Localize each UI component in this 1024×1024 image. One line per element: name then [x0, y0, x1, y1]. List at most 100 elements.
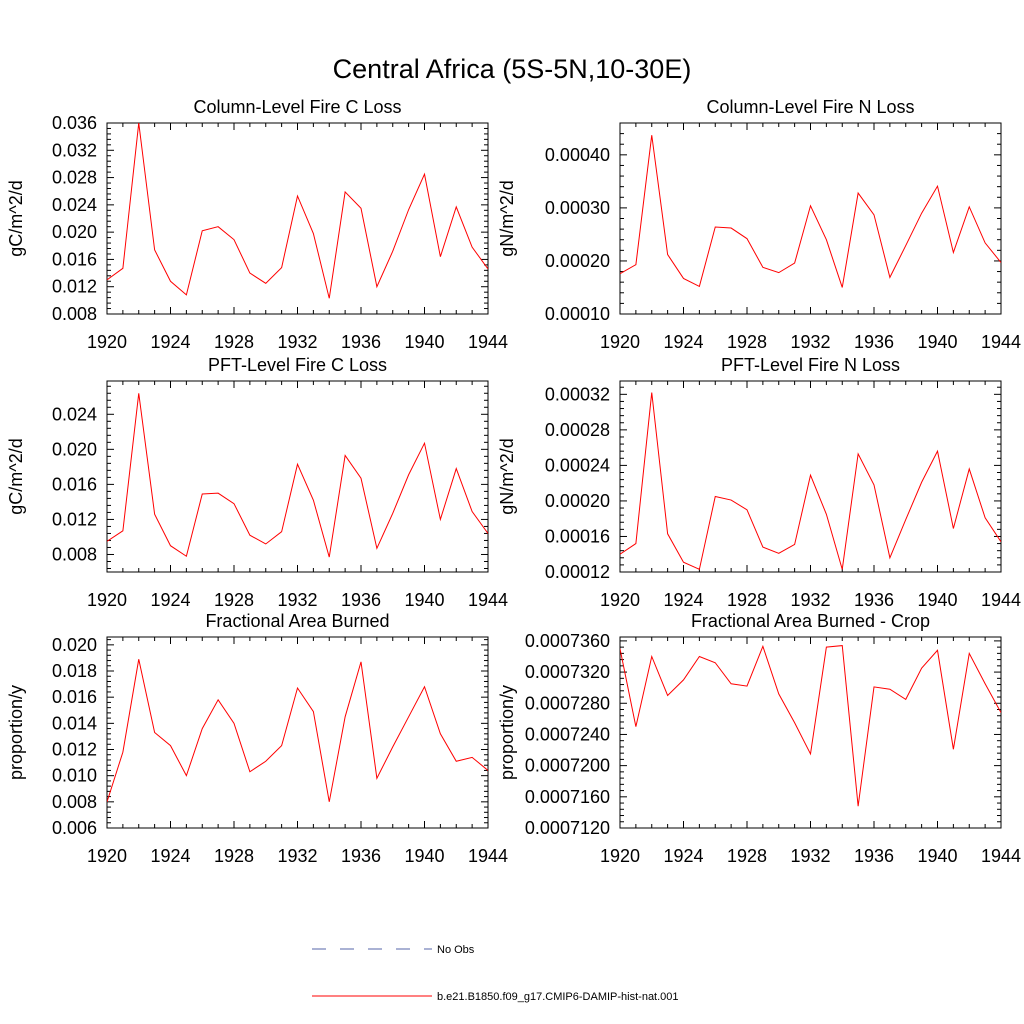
y-axis-label: gC/m^2/d: [6, 438, 26, 514]
y-tick-label: 0.014: [52, 713, 97, 733]
x-tick-label: 1932: [277, 590, 317, 610]
y-tick-label: 0.020: [52, 439, 97, 459]
y-tick-label: 0.020: [52, 222, 97, 242]
series-line: [620, 135, 1001, 288]
x-tick-label: 1924: [150, 590, 190, 610]
legend: No Obs b.e21.B1850.f09_g17.CMIP6-DAMIP-hi…: [312, 944, 679, 1003]
y-tick-label: 0.028: [52, 168, 97, 188]
x-tick-label: 1920: [87, 590, 127, 610]
chart-panel: 1920 1924 1928 1932 1936 1940 1944 0.00010 0.000…: [497, 97, 1021, 352]
y-tick-label: 0.00028: [545, 420, 610, 440]
plot-frame: [619, 122, 1002, 315]
x-tick-label: 1944: [981, 846, 1021, 866]
panel-title: Fractional Area Burned: [205, 611, 389, 631]
x-tick-label: 1920: [600, 332, 640, 352]
x-tick-label: 1944: [468, 332, 508, 352]
x-tick-label: 1936: [854, 590, 894, 610]
y-tick-label: 0.0007360: [525, 631, 610, 651]
plot-frame: [106, 636, 489, 829]
figure-title: Central Africa (5S-5N,10-30E): [333, 54, 692, 84]
y-tick-label: 0.012: [52, 740, 97, 760]
y-tick-label: 0.00040: [545, 145, 610, 165]
x-tick-label: 1944: [981, 590, 1021, 610]
y-tick-label: 0.00010: [545, 304, 610, 324]
y-tick-label: 0.036: [52, 113, 97, 133]
panel-title: PFT-Level Fire C Loss: [208, 355, 387, 375]
y-tick-label: 0.00012: [545, 562, 610, 582]
x-tick-label: 1944: [468, 590, 508, 610]
y-tick-label: 0.018: [52, 661, 97, 681]
x-tick-label: 1940: [404, 846, 444, 866]
x-tick-label: 1944: [981, 332, 1021, 352]
series-line: [620, 644, 1001, 807]
x-tick-label: 1928: [727, 846, 767, 866]
x-tick-label: 1924: [663, 332, 703, 352]
panel-title: Fractional Area Burned - Crop: [691, 611, 930, 631]
x-tick-label: 1928: [727, 332, 767, 352]
x-tick-label: 1940: [917, 846, 957, 866]
y-tick-label: 0.00020: [545, 491, 610, 511]
x-tick-label: 1920: [87, 846, 127, 866]
x-tick-label: 1924: [663, 846, 703, 866]
x-tick-label: 1936: [341, 590, 381, 610]
series-line: [107, 659, 488, 802]
x-tick-label: 1928: [214, 332, 254, 352]
chart-panel: 1920 1924 1928 1932 1936 1940 1944 0.008 0.012 0.…: [6, 355, 508, 610]
y-tick-label: 0.016: [52, 687, 97, 707]
y-tick-label: 0.00024: [545, 455, 610, 475]
x-tick-label: 1936: [854, 332, 894, 352]
panel-title: Column-Level Fire C Loss: [193, 97, 401, 117]
y-tick-label: 0.016: [52, 249, 97, 269]
x-tick-label: 1924: [150, 846, 190, 866]
y-axis-label: proportion/y: [497, 685, 517, 780]
y-tick-label: 0.0007320: [525, 662, 610, 682]
panel-title: Column-Level Fire N Loss: [706, 97, 914, 117]
y-tick-label: 0.0007280: [525, 693, 610, 713]
y-axis-label: proportion/y: [6, 685, 26, 780]
x-tick-label: 1944: [468, 846, 508, 866]
y-tick-label: 0.0007160: [525, 787, 610, 807]
x-tick-label: 1932: [790, 590, 830, 610]
x-tick-label: 1920: [87, 332, 127, 352]
x-tick-label: 1932: [790, 332, 830, 352]
y-tick-label: 0.024: [52, 195, 97, 215]
y-tick-label: 0.006: [52, 818, 97, 838]
x-tick-label: 1936: [854, 846, 894, 866]
x-tick-label: 1924: [150, 332, 190, 352]
y-tick-label: 0.00030: [545, 198, 610, 218]
y-tick-label: 0.020: [52, 635, 97, 655]
x-tick-label: 1928: [727, 590, 767, 610]
chart-panel: 1920 1924 1928 1932 1936 1940 1944 0.006 0.008 0.…: [6, 611, 508, 866]
y-axis-label: gN/m^2/d: [497, 180, 517, 256]
y-tick-label: 0.010: [52, 766, 97, 786]
x-tick-label: 1936: [341, 846, 381, 866]
x-tick-label: 1920: [600, 846, 640, 866]
y-tick-label: 0.008: [52, 544, 97, 564]
legend-label: No Obs: [437, 944, 475, 956]
x-tick-label: 1940: [404, 590, 444, 610]
series-line: [107, 123, 488, 299]
chart-panel: 1920 1924 1928 1932 1936 1940 1944 0.00012 0.000…: [497, 355, 1021, 610]
chart-panel: 1920 1924 1928 1932 1936 1940 1944 0.0007120 0.0…: [497, 611, 1021, 866]
x-tick-label: 1936: [341, 332, 381, 352]
x-tick-label: 1940: [917, 590, 957, 610]
x-tick-label: 1940: [917, 332, 957, 352]
x-tick-label: 1932: [790, 846, 830, 866]
y-tick-label: 0.008: [52, 792, 97, 812]
series-line: [620, 392, 1001, 571]
x-tick-label: 1932: [277, 846, 317, 866]
legend-label: b.e21.B1850.f09_g17.CMIP6-DAMIP-hist-nat…: [437, 991, 679, 1003]
y-tick-label: 0.00032: [545, 384, 610, 404]
y-tick-label: 0.024: [52, 404, 97, 424]
x-tick-label: 1928: [214, 846, 254, 866]
panels: 1920 1924 1928 1932 1936 1940 1944 0.008 0.012 0.…: [6, 97, 1021, 866]
plot-frame: [106, 380, 489, 573]
plot-frame: [619, 636, 1002, 829]
y-tick-label: 0.012: [52, 277, 97, 297]
y-tick-label: 0.00016: [545, 526, 610, 546]
x-tick-label: 1928: [214, 590, 254, 610]
y-tick-label: 0.008: [52, 304, 97, 324]
y-tick-label: 0.0007120: [525, 818, 610, 838]
x-tick-label: 1920: [600, 590, 640, 610]
